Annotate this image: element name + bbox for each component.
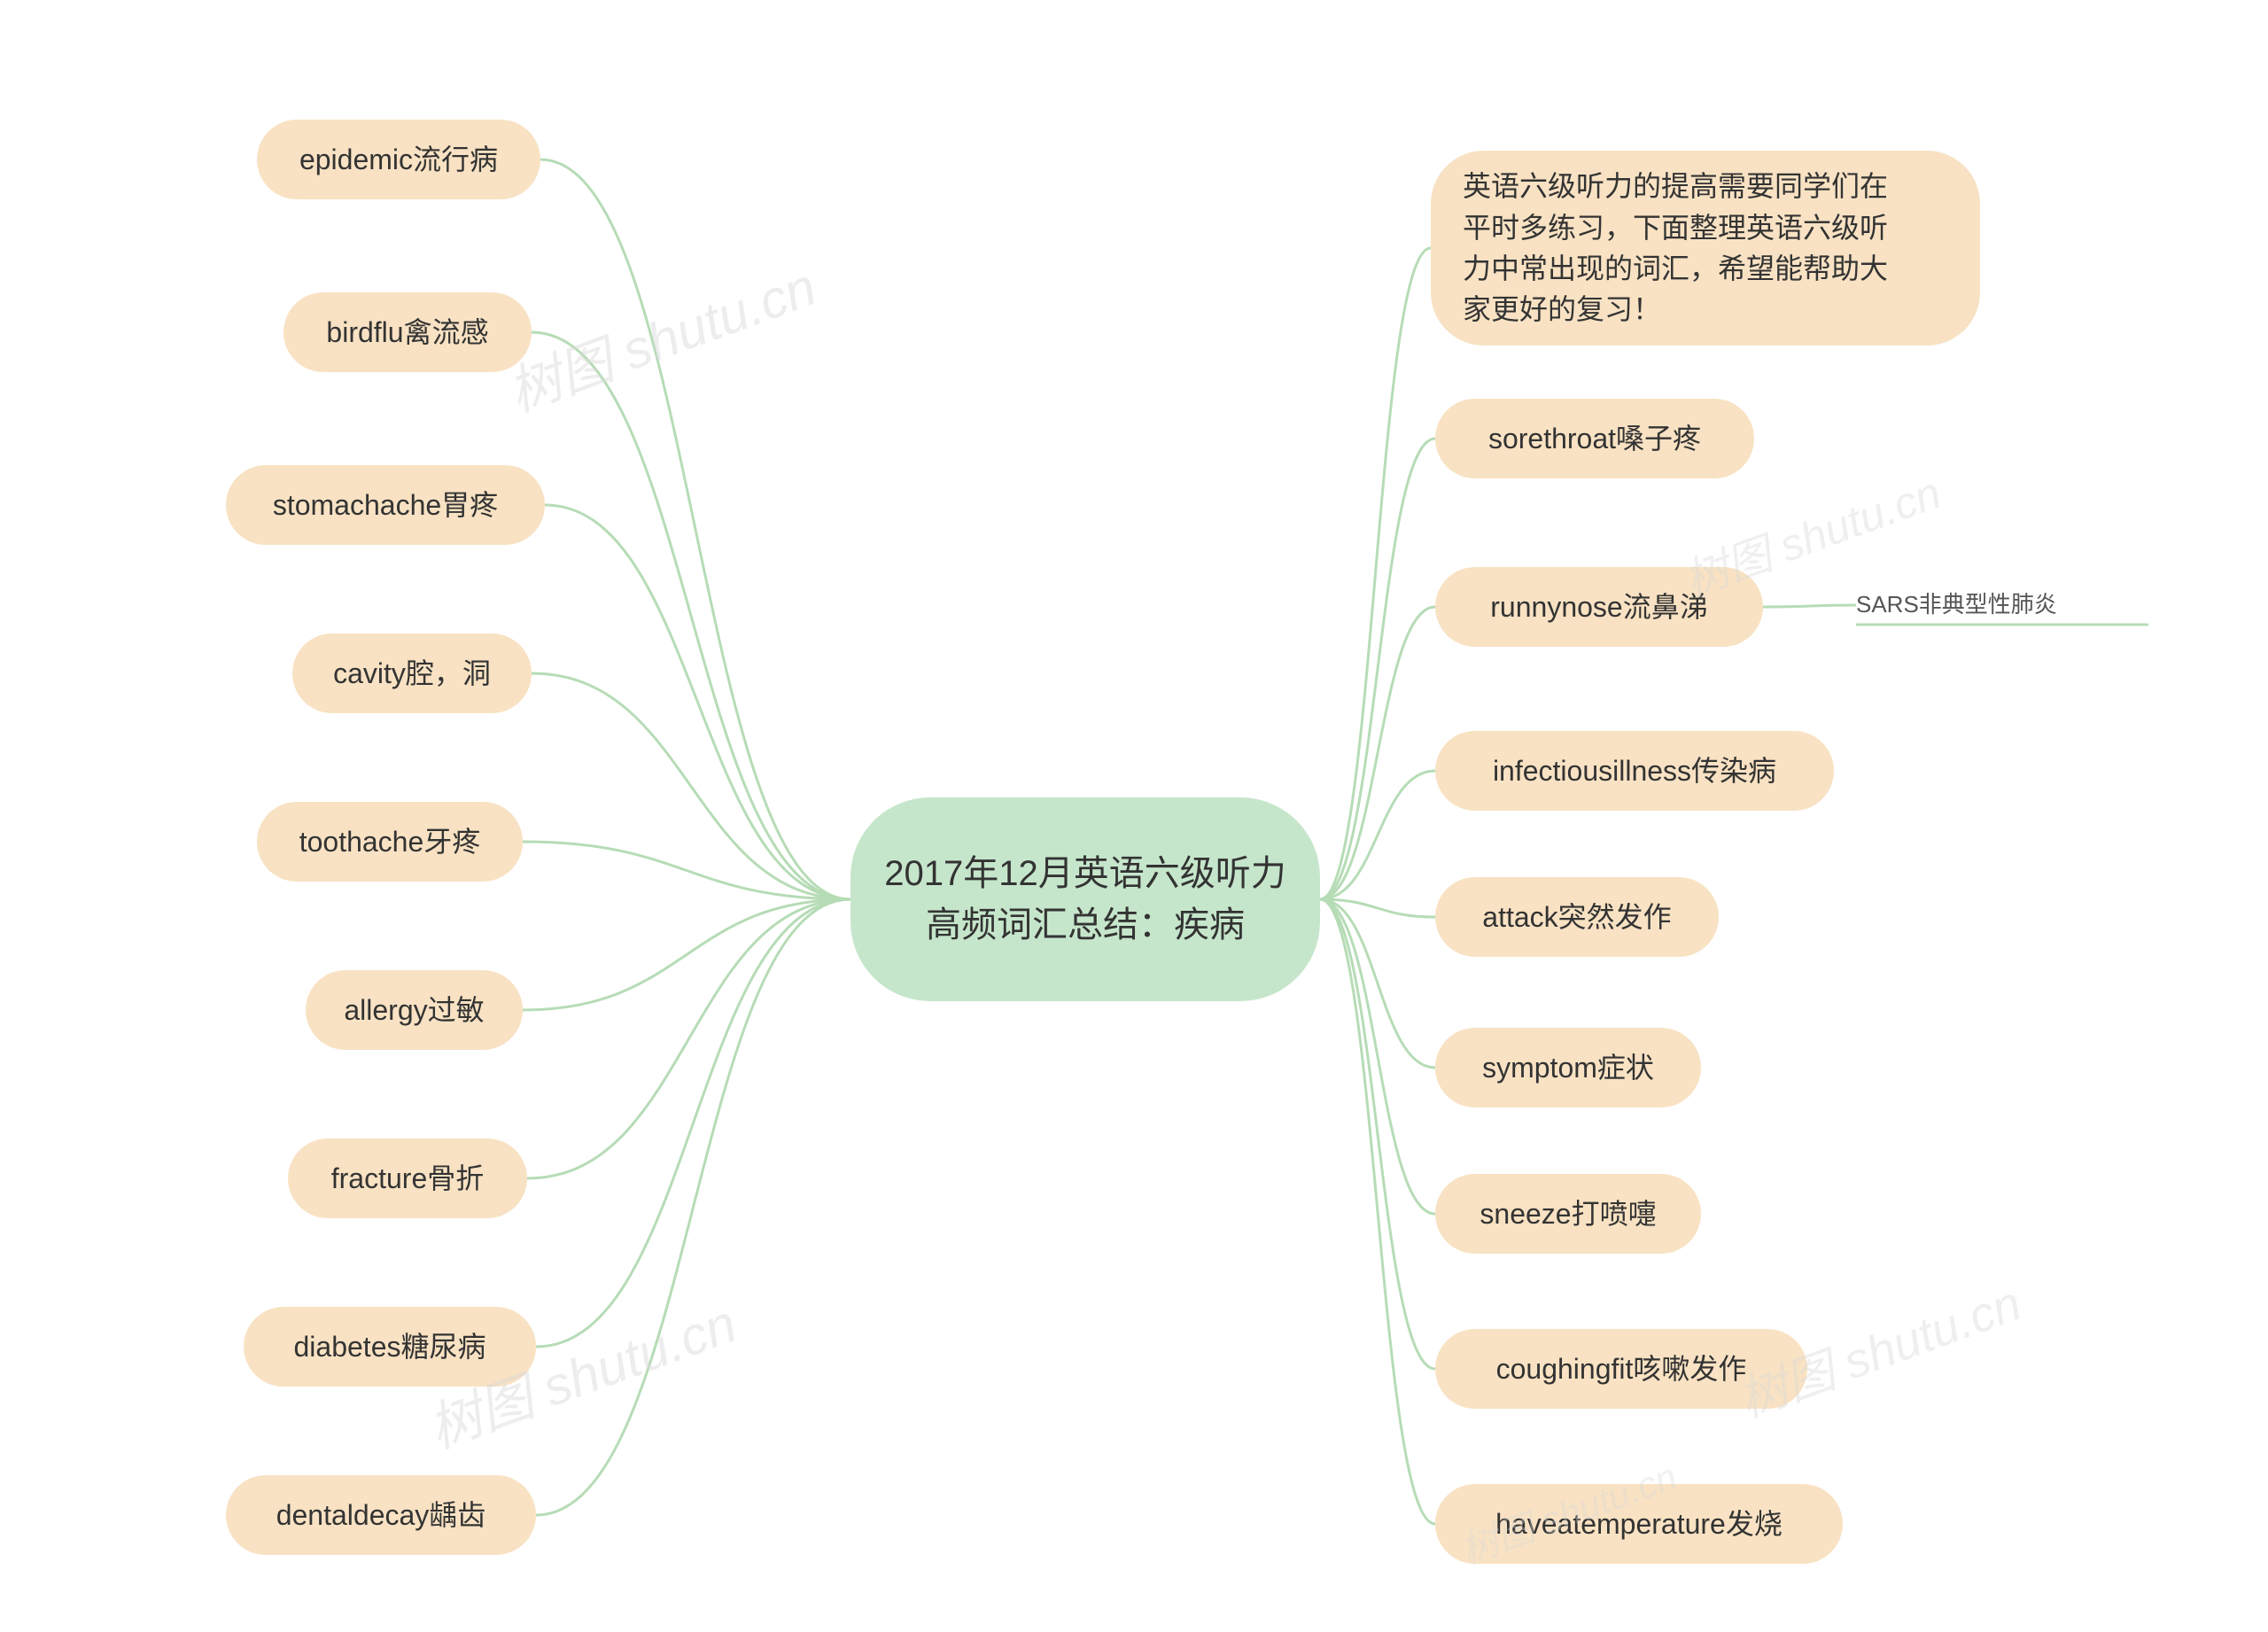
connector bbox=[532, 673, 850, 899]
branch-node-left: diabetes糖尿病 bbox=[244, 1307, 536, 1387]
branch-node-right: sneeze打喷嚏 bbox=[1435, 1174, 1701, 1254]
branch-node-right-label: symptom症状 bbox=[1482, 1047, 1654, 1088]
branch-node-left-label: diabetes糖尿病 bbox=[294, 1326, 486, 1367]
center-node-label: 2017年12月英语六级听力 高频词汇总结：疾病 bbox=[884, 848, 1285, 951]
branch-node-left-label: birdflu禽流感 bbox=[326, 312, 488, 353]
connector bbox=[536, 899, 850, 1347]
mindmap-canvas: 2017年12月英语六级听力 高频词汇总结：疾病 epidemic流行病 birdf… bbox=[0, 0, 2268, 1632]
connector bbox=[1320, 248, 1431, 899]
connector bbox=[1320, 899, 1435, 1524]
branch-node-left-label: stomachache胃疼 bbox=[273, 485, 498, 525]
branch-node-left-label: fracture骨折 bbox=[331, 1158, 485, 1199]
connector bbox=[1320, 607, 1435, 899]
branch-node-left: allergy过敏 bbox=[306, 970, 523, 1050]
branch-node-right-label: coughingfit咳嗽发作 bbox=[1496, 1348, 1747, 1389]
connector bbox=[532, 332, 850, 899]
branch-node-right: 英语六级听力的提高需要同学们在 平时多练习，下面整理英语六级听 力中常出现的词汇… bbox=[1431, 151, 1980, 346]
branch-node-right-label: sneeze打喷嚏 bbox=[1480, 1193, 1656, 1234]
branch-node-left-label: toothache牙疼 bbox=[299, 821, 481, 862]
sub-node: SARS非典型性肺炎 bbox=[1856, 579, 2148, 632]
connector bbox=[1320, 899, 1435, 1214]
branch-node-right: sorethroat嗓子疼 bbox=[1435, 399, 1754, 478]
branch-node-right-label: infectiousillness传染病 bbox=[1493, 750, 1776, 791]
branch-node-left-label: dentaldecay龋齿 bbox=[276, 1495, 486, 1535]
branch-node-right: coughingfit咳嗽发作 bbox=[1435, 1329, 1807, 1409]
branch-node-left: cavity腔，洞 bbox=[292, 633, 532, 713]
branch-node-right-label: attack突然发作 bbox=[1482, 897, 1671, 937]
branch-node-left: epidemic流行病 bbox=[257, 120, 540, 199]
branch-node-left: dentaldecay龋齿 bbox=[226, 1475, 536, 1555]
connector bbox=[545, 505, 850, 899]
connector bbox=[1320, 439, 1435, 899]
branch-node-right-label: 英语六级听力的提高需要同学们在 平时多练习，下面整理英语六级听 力中常出现的词汇… bbox=[1463, 166, 1888, 330]
branch-node-left: fracture骨折 bbox=[288, 1139, 527, 1218]
sub-node-label: SARS非典型性肺炎 bbox=[1856, 588, 2057, 622]
branch-node-left-label: allergy过敏 bbox=[344, 990, 484, 1030]
branch-node-right: infectiousillness传染病 bbox=[1435, 731, 1834, 811]
branch-node-right: symptom症状 bbox=[1435, 1028, 1701, 1107]
branch-node-left-label: cavity腔，洞 bbox=[333, 653, 491, 694]
connector bbox=[1320, 771, 1435, 899]
connector bbox=[1763, 605, 1856, 607]
branch-node-right-label: sorethroat嗓子疼 bbox=[1488, 418, 1701, 459]
connector bbox=[536, 899, 850, 1515]
connector bbox=[540, 159, 850, 899]
branch-node-right: haveatemperature发烧 bbox=[1435, 1484, 1843, 1564]
branch-node-left: birdflu禽流感 bbox=[284, 292, 532, 372]
connector bbox=[1320, 899, 1435, 1369]
branch-node-right: attack突然发作 bbox=[1435, 877, 1719, 957]
branch-node-left-label: epidemic流行病 bbox=[299, 139, 498, 180]
branch-node-right-label: haveatemperature发烧 bbox=[1495, 1504, 1783, 1544]
branch-node-left: stomachache胃疼 bbox=[226, 465, 545, 545]
branch-node-left: toothache牙疼 bbox=[257, 802, 523, 882]
branch-node-right: runnynose流鼻涕 bbox=[1435, 567, 1763, 647]
branch-node-right-label: runnynose流鼻涕 bbox=[1490, 587, 1707, 627]
center-node: 2017年12月英语六级听力 高频词汇总结：疾病 bbox=[850, 797, 1320, 1001]
